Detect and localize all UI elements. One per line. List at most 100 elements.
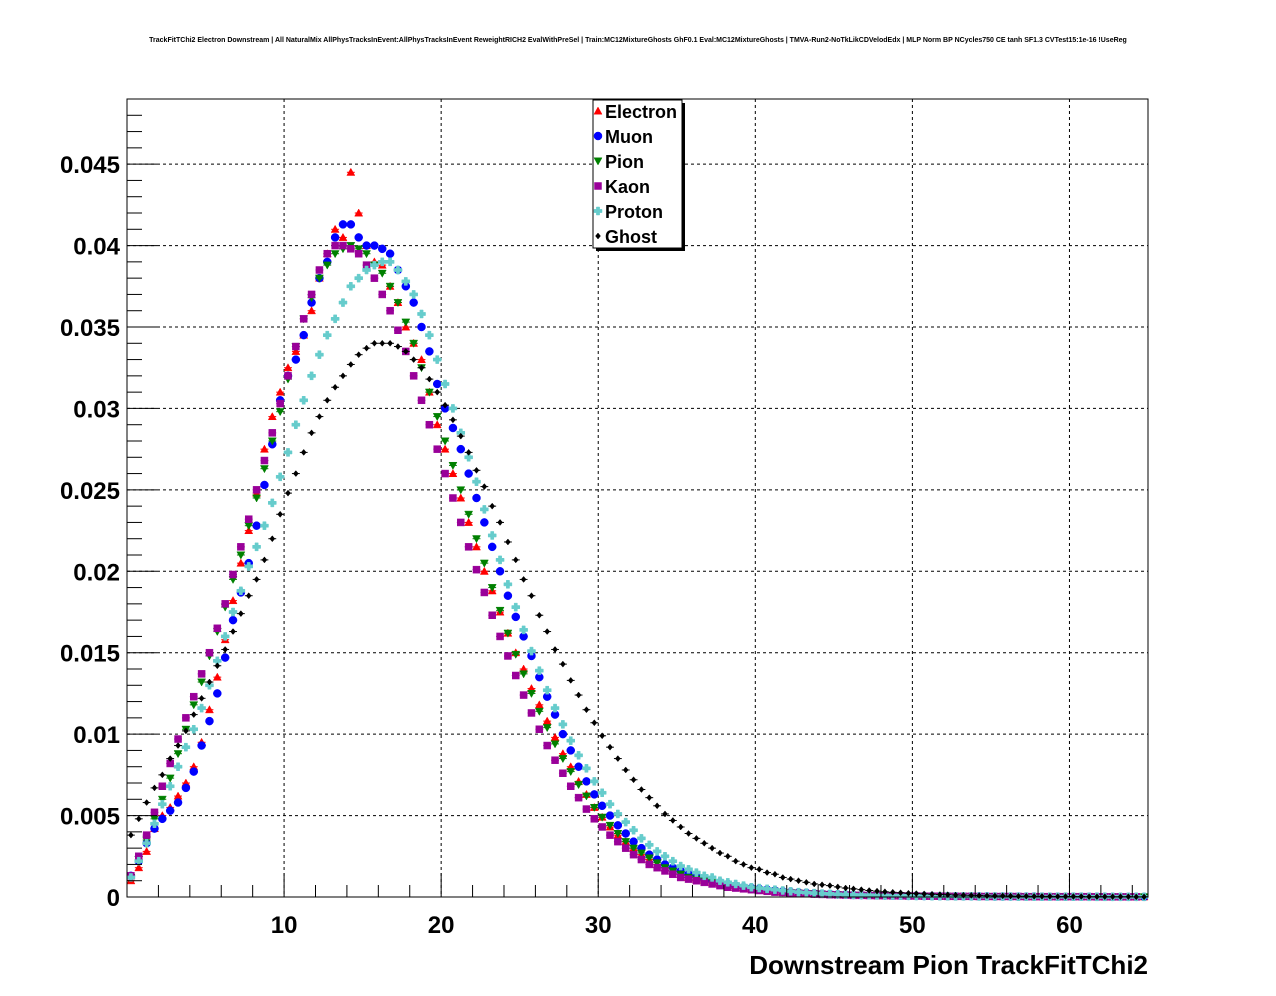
data-point bbox=[629, 837, 638, 846]
legend-marker bbox=[593, 131, 603, 141]
data-point bbox=[307, 306, 316, 315]
data-point bbox=[520, 576, 527, 583]
data-point bbox=[158, 799, 167, 809]
data-point bbox=[558, 755, 568, 764]
data-point bbox=[175, 742, 181, 749]
data-point bbox=[1039, 892, 1045, 900]
data-point bbox=[393, 265, 403, 275]
data-point bbox=[819, 881, 825, 889]
data-point bbox=[739, 881, 748, 890]
data-point bbox=[654, 802, 660, 810]
data-point bbox=[543, 741, 551, 750]
data-point bbox=[228, 615, 238, 625]
data-point bbox=[285, 489, 291, 497]
data-point bbox=[487, 584, 497, 593]
data-point bbox=[567, 677, 574, 684]
data-point bbox=[236, 558, 246, 567]
data-point bbox=[238, 610, 244, 618]
data-point bbox=[159, 771, 166, 779]
data-point bbox=[535, 666, 544, 675]
data-point bbox=[418, 364, 425, 372]
data-point bbox=[597, 788, 607, 798]
data-point bbox=[685, 830, 692, 837]
data-point bbox=[323, 249, 332, 258]
data-point bbox=[441, 469, 449, 478]
data-point bbox=[740, 861, 747, 868]
data-point bbox=[527, 646, 536, 656]
data-point bbox=[456, 444, 466, 454]
data-point bbox=[260, 521, 269, 530]
data-point bbox=[504, 652, 512, 660]
data-point bbox=[748, 864, 755, 872]
data-point bbox=[245, 592, 252, 600]
data-point bbox=[252, 542, 261, 552]
x-tick-label: 20 bbox=[428, 912, 455, 939]
data-point bbox=[213, 689, 222, 698]
data-point bbox=[268, 429, 277, 437]
data-point bbox=[362, 265, 371, 275]
data-point bbox=[134, 856, 144, 866]
data-point bbox=[448, 469, 458, 478]
axes: 10 20 30 40 50 60 0 0.005 0.01 0.015 0.02 0.025 0.03… bbox=[60, 98, 1133, 939]
data-point bbox=[866, 887, 873, 894]
data-point bbox=[267, 437, 277, 446]
data-point bbox=[457, 518, 465, 527]
data-point bbox=[1023, 892, 1030, 900]
data-point bbox=[228, 596, 238, 605]
data-point bbox=[481, 483, 488, 490]
data-point bbox=[1007, 892, 1014, 900]
data-point bbox=[1015, 892, 1022, 900]
y-tick-label: 0.04 bbox=[73, 234, 120, 261]
data-point bbox=[479, 559, 489, 568]
data-point bbox=[1047, 892, 1053, 900]
data-point bbox=[645, 860, 654, 869]
data-point bbox=[409, 339, 419, 348]
data-point bbox=[833, 889, 843, 899]
data-point bbox=[811, 880, 818, 888]
data-point bbox=[432, 379, 442, 389]
data-point bbox=[747, 882, 756, 892]
data-point bbox=[621, 838, 631, 847]
data-point bbox=[825, 889, 835, 899]
data-point bbox=[589, 803, 599, 812]
data-point bbox=[330, 233, 340, 242]
series-muon bbox=[126, 220, 1149, 902]
data-point bbox=[425, 420, 434, 429]
data-point bbox=[363, 344, 370, 352]
data-point bbox=[340, 372, 346, 380]
data-point bbox=[709, 844, 715, 852]
data-point bbox=[605, 811, 615, 820]
data-point bbox=[629, 844, 638, 853]
data-point bbox=[629, 850, 638, 859]
series-ghost bbox=[127, 339, 1148, 901]
data-point bbox=[214, 662, 221, 670]
y-tick-label: 0.035 bbox=[60, 315, 120, 342]
legend-label-muon: Muon bbox=[605, 127, 653, 147]
data-point bbox=[660, 852, 670, 861]
data-point bbox=[314, 274, 324, 283]
data-point bbox=[613, 830, 623, 839]
data-point bbox=[448, 404, 458, 413]
data-point bbox=[197, 670, 206, 678]
data-point bbox=[417, 309, 426, 319]
data-point bbox=[480, 588, 489, 597]
data-point bbox=[558, 720, 568, 729]
data-point bbox=[283, 448, 293, 457]
data-point bbox=[495, 567, 505, 576]
data-point bbox=[165, 774, 175, 783]
y-tick-label: 0.03 bbox=[73, 396, 120, 423]
data-point bbox=[566, 746, 575, 755]
data-point bbox=[644, 854, 654, 863]
data-point bbox=[284, 372, 292, 380]
data-point bbox=[497, 519, 503, 526]
data-point bbox=[338, 220, 348, 229]
data-point bbox=[330, 314, 340, 324]
data-point bbox=[613, 821, 623, 830]
data-point bbox=[590, 790, 599, 799]
data-point bbox=[323, 330, 332, 340]
data-point bbox=[566, 782, 575, 791]
data-point bbox=[756, 865, 763, 873]
data-point bbox=[322, 261, 332, 270]
data-point bbox=[229, 570, 237, 579]
x-tick-label: 30 bbox=[585, 912, 612, 939]
